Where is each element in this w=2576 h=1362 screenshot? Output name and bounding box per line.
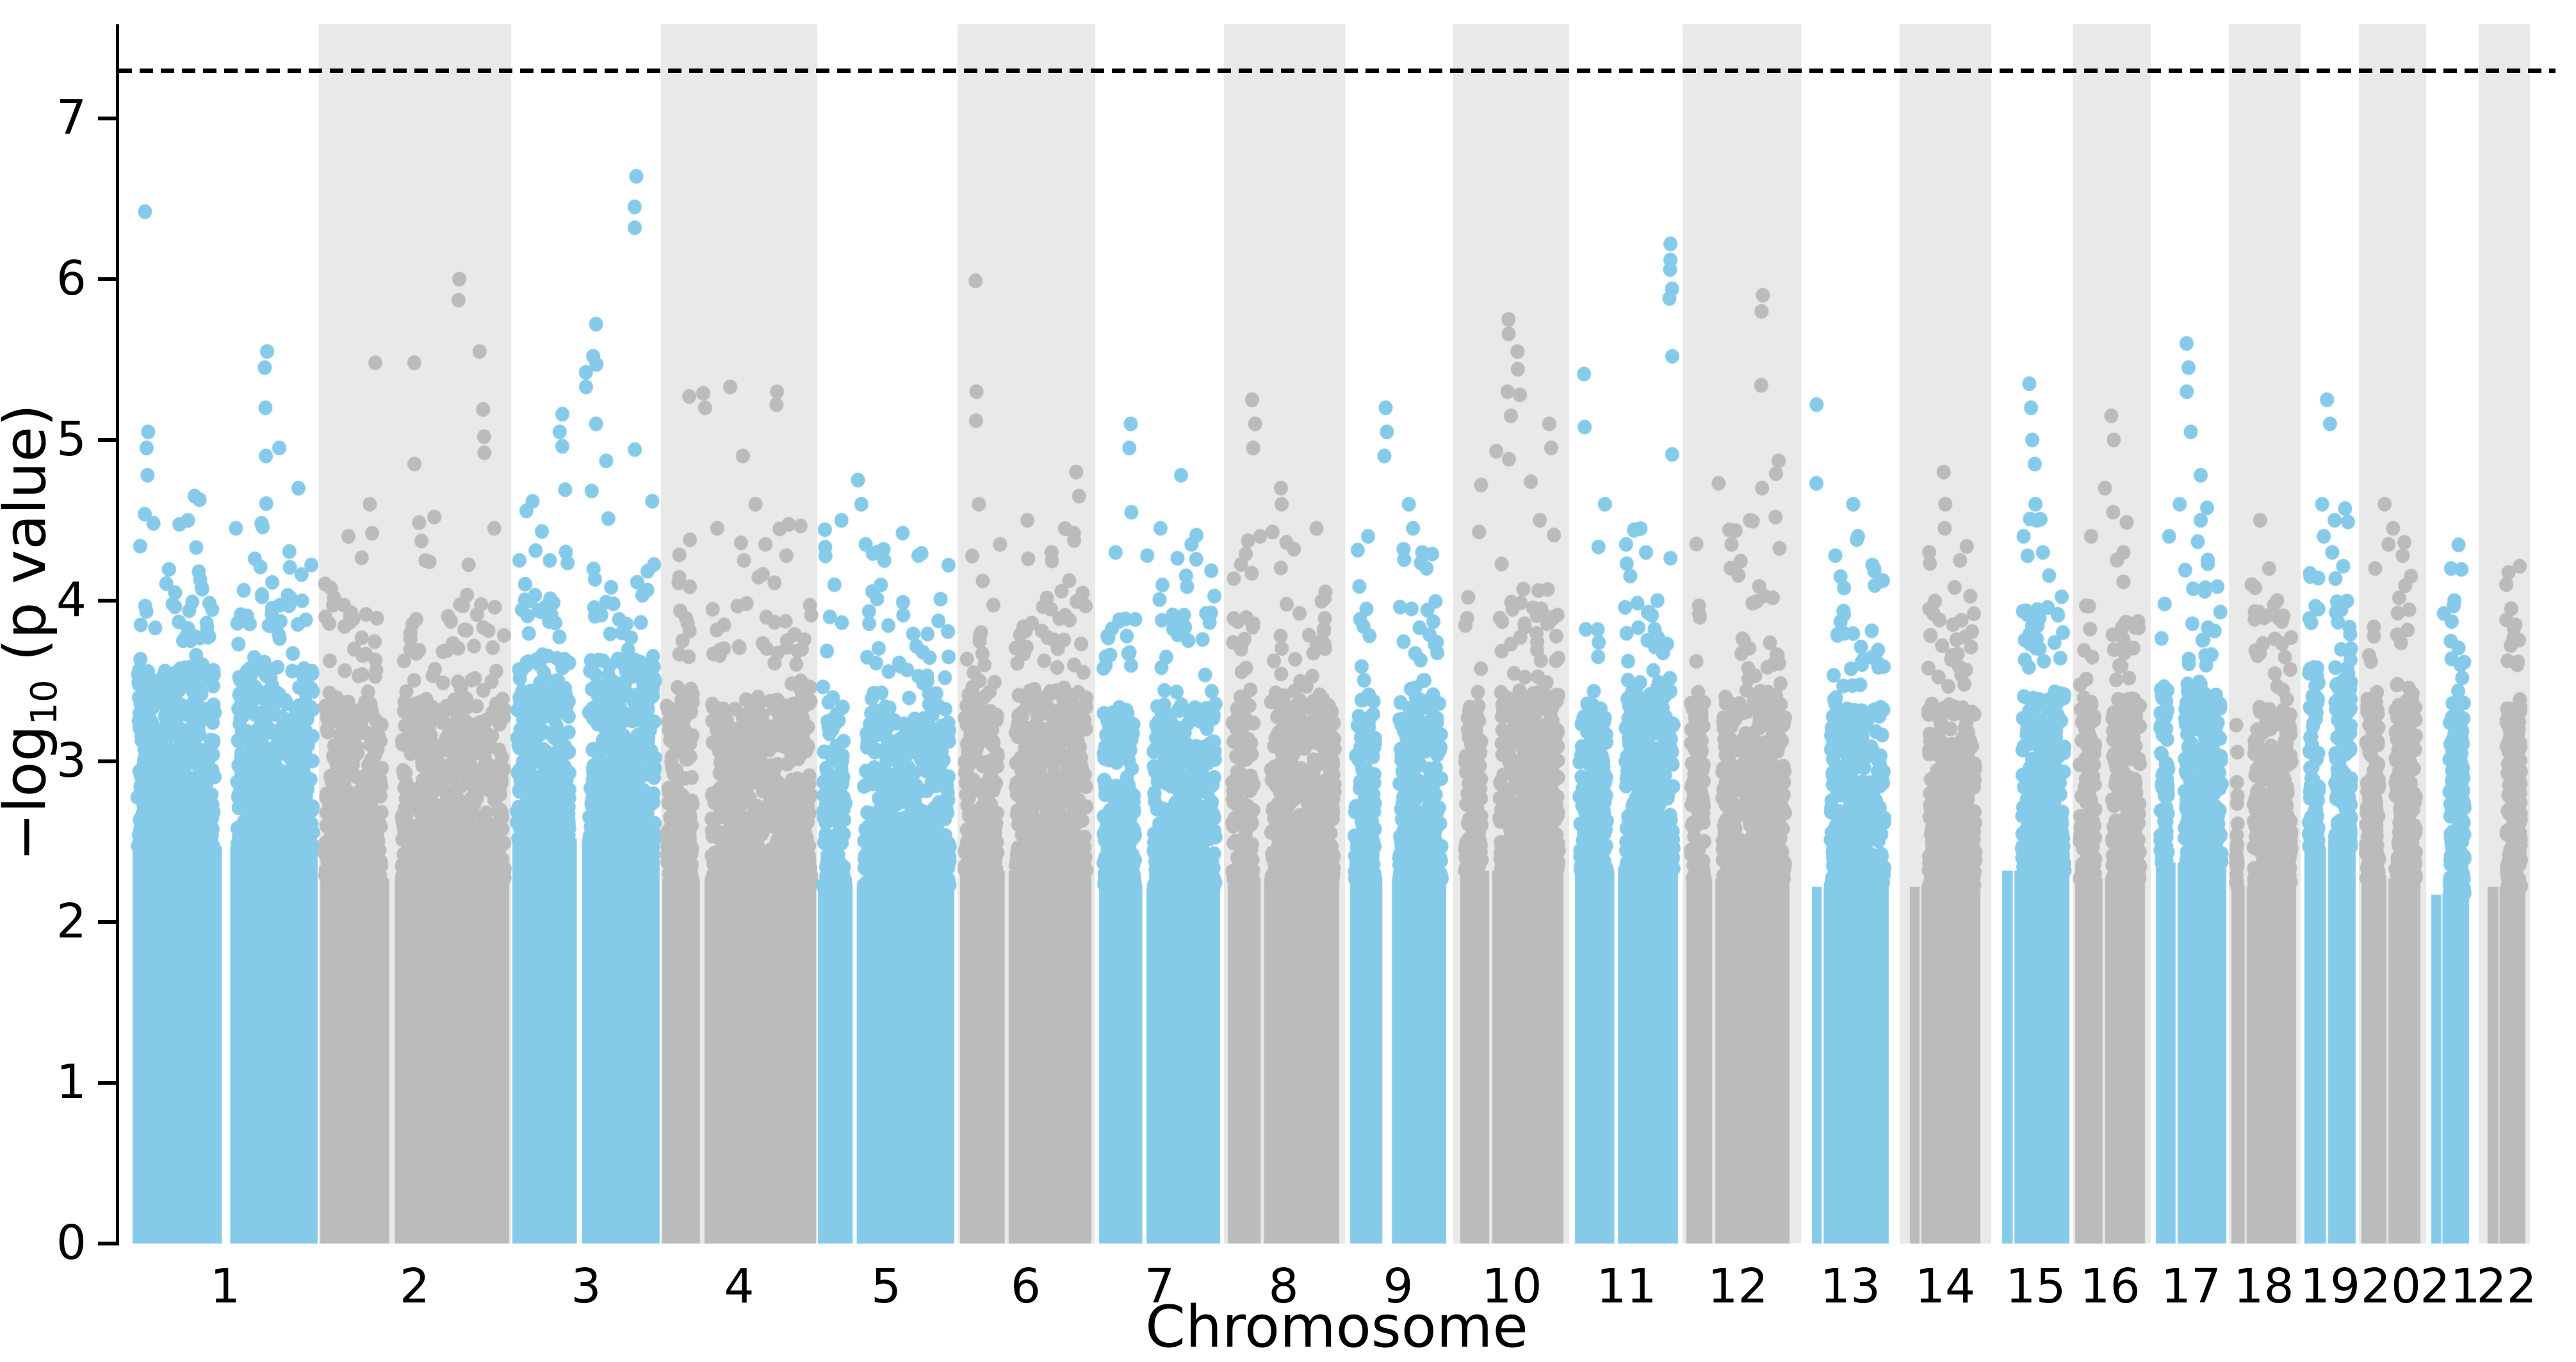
x-tick-label-chr15: 15 — [2005, 1259, 2066, 1314]
x-tick-label-chr9: 9 — [1383, 1259, 1414, 1314]
y-axis-label-subscript: 10 — [24, 679, 65, 726]
y-tick-label-3: 3 — [56, 733, 86, 788]
x-tick-label-chr21: 21 — [2420, 1259, 2481, 1314]
x-tick-label-chr18: 18 — [2233, 1259, 2294, 1314]
x-tick-label-chr6: 6 — [1010, 1259, 1041, 1314]
y-tick-3 — [98, 759, 116, 763]
y-tick-7 — [98, 117, 116, 120]
x-tick-label-chr17: 17 — [2160, 1259, 2222, 1314]
x-tick-label-chr4: 4 — [724, 1259, 754, 1314]
x-tick-label-chr3: 3 — [571, 1259, 601, 1314]
y-tick-label-0: 0 — [56, 1215, 86, 1270]
y-tick-label-2: 2 — [56, 894, 86, 949]
y-axis-label-suffix: (p value) — [0, 403, 59, 661]
y-axis-label: −log10 (p value) — [0, 404, 74, 861]
x-tick-label-chr22: 22 — [2476, 1259, 2537, 1314]
x-tick-label-chr5: 5 — [870, 1259, 902, 1314]
x-tick-label-chr11: 11 — [1596, 1259, 1657, 1314]
y-tick-2 — [98, 920, 116, 924]
x-tick-label-chr10: 10 — [1481, 1259, 1542, 1314]
x-tick-label-chr7: 7 — [1144, 1259, 1175, 1314]
y-tick-label-6: 6 — [56, 251, 86, 306]
y-tick-4 — [98, 599, 116, 603]
y-tick-1 — [98, 1081, 116, 1085]
y-tick-0 — [98, 1242, 116, 1245]
x-tick-label-chr14: 14 — [1914, 1259, 1976, 1314]
x-tick-label-chr20: 20 — [2360, 1259, 2422, 1314]
x-tick-label-chr2: 2 — [399, 1259, 430, 1314]
x-tick-label-chr12: 12 — [1708, 1259, 1768, 1314]
x-tick-label-chr8: 8 — [1268, 1259, 1299, 1314]
x-tick-label-chr1: 1 — [209, 1259, 241, 1314]
y-tick-label-4: 4 — [56, 572, 86, 628]
y-tick-5 — [98, 438, 116, 442]
y-tick-label-5: 5 — [56, 412, 86, 467]
y-tick-6 — [98, 277, 116, 281]
y-tick-label-1: 1 — [56, 1055, 86, 1110]
y-axis-spine — [116, 24, 119, 1245]
x-tick-label-chr13: 13 — [1820, 1259, 1881, 1314]
y-tick-label-7: 7 — [56, 90, 86, 145]
x-axis-label: Chromosome — [1145, 1293, 1528, 1361]
x-tick-label-chr19: 19 — [2299, 1259, 2361, 1314]
x-tick-label-chr16: 16 — [2080, 1259, 2140, 1314]
y-axis-label-prefix: −log — [0, 725, 59, 862]
significance-threshold-line — [118, 68, 2556, 73]
